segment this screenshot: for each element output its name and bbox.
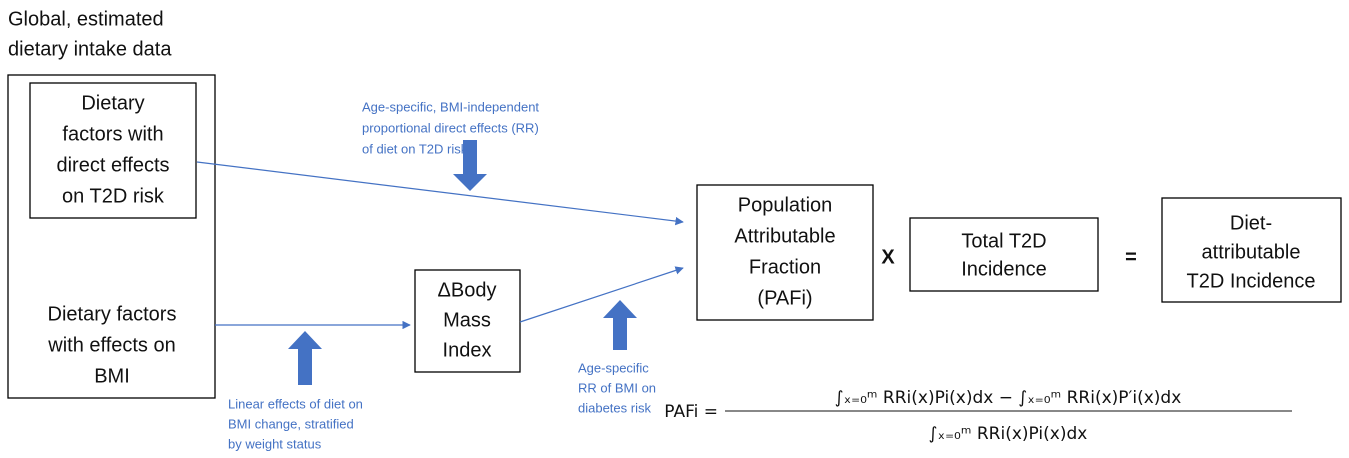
box-label: Attributable <box>734 225 835 247</box>
box-label: attributable <box>1202 241 1301 263</box>
formula-denominator: ∫ₓ₌₀ᵐ RRi(x)Pi(x)dx <box>929 424 1088 444</box>
direct-effects-box <box>29 82 197 219</box>
dietary-data-box <box>7 74 216 399</box>
note: proportional direct effects (RR) <box>362 120 539 135</box>
note: Age-specific <box>578 360 649 375</box>
result-box <box>1161 197 1342 303</box>
up-arrow <box>288 331 322 385</box>
note: of diet on T2D risk <box>362 141 468 156</box>
heading: dietary intake data <box>8 38 172 60</box>
box-label: Population <box>738 194 833 216</box>
operator: = <box>1125 246 1137 268</box>
label: Dietary factors <box>48 303 177 325</box>
heading: Global, estimated <box>8 8 164 30</box>
note: BMI change, stratified <box>228 416 354 431</box>
box-label: Total T2D <box>961 230 1046 252</box>
box-label: direct effects <box>56 154 169 176</box>
total-box <box>909 217 1099 292</box>
note: Age-specific, BMI-independent <box>362 99 539 114</box>
formula-numerator: ∫ₓ₌₀ᵐ RRi(x)Pi(x)dx − ∫ₓ₌₀ᵐ RRi(x)P′i(x)… <box>835 388 1182 408</box>
box-label: T2D Incidence <box>1187 270 1316 292</box>
box-label: factors with <box>62 123 163 145</box>
down-arrow <box>453 140 487 191</box>
note: by weight status <box>228 436 322 451</box>
pafi-box <box>696 184 874 321</box>
note: Linear effects of diet on <box>228 396 363 411</box>
box-label: Dietary <box>81 92 144 114</box>
label: BMI <box>94 365 130 387</box>
note: diabetes risk <box>578 400 651 415</box>
up-arrow <box>603 300 637 350</box>
box-label: on T2D risk <box>62 185 165 207</box>
box-label: Mass <box>443 309 491 331</box>
box-label: Incidence <box>961 258 1047 280</box>
box-label: ΔBody <box>438 279 497 301</box>
connector <box>196 161 684 226</box>
note: RR of BMI on <box>578 380 656 395</box>
box-label: Index <box>443 339 492 361</box>
box-label: (PAFi) <box>757 287 812 309</box>
operator: X <box>881 246 895 268</box>
formula-lhs: PAFi = <box>664 402 718 422</box>
box-label: Diet- <box>1230 212 1272 234</box>
connector <box>519 266 684 323</box>
label: with effects on <box>47 334 175 356</box>
box-label: Fraction <box>749 256 821 278</box>
bmi-box <box>414 269 521 373</box>
